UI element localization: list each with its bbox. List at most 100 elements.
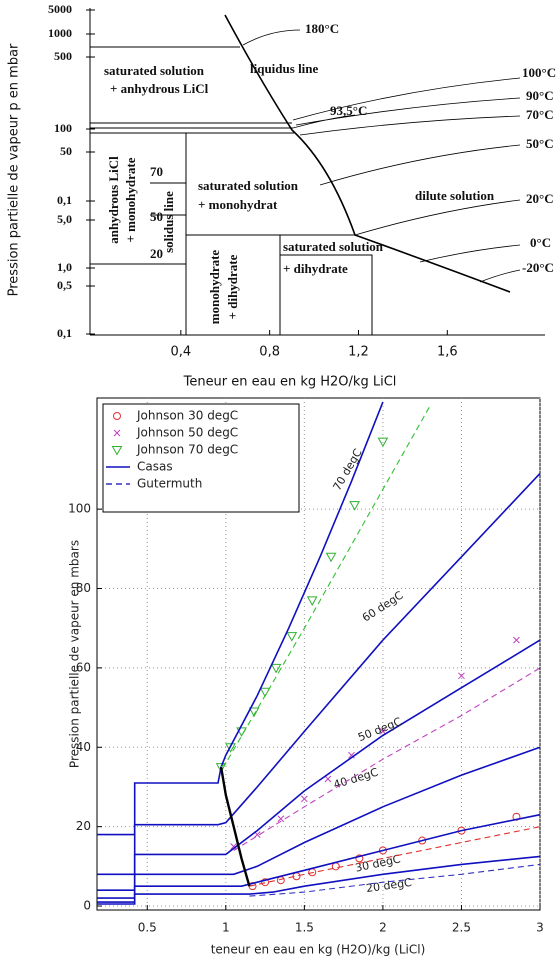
legend-marker bbox=[113, 412, 121, 420]
data-point bbox=[355, 854, 364, 863]
legend-label: Johnson 50 degC bbox=[136, 426, 238, 440]
legend-label: Gutermuth bbox=[137, 477, 202, 491]
y-tick-label: 1,0 bbox=[57, 260, 72, 274]
y-tick-label: 0,1 bbox=[57, 193, 72, 207]
annotation: 70 bbox=[150, 164, 163, 179]
y-tick-label: 0,5 bbox=[57, 278, 72, 292]
y-tick-label: 0,1 bbox=[57, 326, 72, 340]
data-point bbox=[349, 501, 360, 511]
region-label: solidus line bbox=[161, 191, 176, 253]
temperature-label: 93,5°C bbox=[330, 103, 367, 118]
legend-box bbox=[102, 403, 300, 513]
curve bbox=[97, 813, 541, 903]
data-point bbox=[306, 596, 318, 606]
annotation: 20 bbox=[150, 246, 163, 261]
y-tick-label: 50 bbox=[60, 144, 72, 158]
region-borders bbox=[90, 46, 373, 335]
curve bbox=[97, 746, 541, 899]
x-axis-label: teneur en eau en kg (H2O)/kg (LiCl) bbox=[211, 943, 426, 957]
data-point bbox=[301, 795, 308, 803]
curve bbox=[220, 405, 431, 768]
x-axis-label: Teneur en eau en kg H2O/kg LiCl bbox=[183, 375, 397, 390]
curve bbox=[97, 472, 541, 876]
temperature-label: 50°C bbox=[526, 136, 554, 151]
boundary-line bbox=[219, 766, 251, 887]
data-point bbox=[248, 707, 260, 718]
temperature-label: 90°C bbox=[526, 88, 554, 103]
curve bbox=[249, 826, 541, 887]
x-tick-label: 3 bbox=[536, 921, 544, 935]
region-label: + dihydrate bbox=[283, 261, 348, 276]
region-label: + anhydrous LiCl bbox=[110, 81, 209, 96]
data-point bbox=[378, 846, 387, 855]
curve bbox=[97, 401, 384, 836]
data-point bbox=[215, 763, 227, 773]
curve bbox=[97, 639, 541, 891]
curve bbox=[249, 863, 541, 897]
temperature-label: 100°C bbox=[522, 65, 556, 80]
y-tick-label: 5000 bbox=[48, 2, 72, 16]
x-tick-label: 1.5 bbox=[295, 921, 314, 935]
y-tick-label: 20 bbox=[76, 819, 91, 833]
data-point bbox=[259, 687, 271, 698]
data-point bbox=[348, 751, 355, 759]
y-tick-label: 80 bbox=[76, 581, 91, 595]
region-label: anhydrous LiCl bbox=[106, 156, 121, 244]
x-tick-label: 1 bbox=[222, 921, 230, 935]
data-point bbox=[324, 775, 332, 783]
temperature-label: 180°C bbox=[305, 21, 339, 36]
liquidus-line bbox=[224, 14, 511, 293]
y-tick-label: 1000 bbox=[48, 26, 72, 40]
legend-label: Johnson 30 degC bbox=[136, 409, 238, 423]
data-point bbox=[261, 878, 270, 887]
x-tick-label: 1,2 bbox=[348, 345, 369, 360]
curve-label: 60 degC bbox=[360, 588, 406, 624]
y-tick-label: 40 bbox=[76, 740, 91, 754]
region-label: liquidus line bbox=[250, 61, 319, 76]
data-point bbox=[225, 743, 236, 753]
region-label: saturated solution bbox=[283, 239, 384, 254]
data-point bbox=[230, 843, 238, 850]
temperature-label: 0°C bbox=[530, 235, 551, 250]
region-label: dilute solution bbox=[415, 188, 495, 203]
y-tick-label: 500 bbox=[54, 49, 72, 63]
data-point bbox=[513, 636, 520, 644]
curve bbox=[233, 667, 541, 851]
phase-diagram: Pression partielle de vapeur p en mbar T… bbox=[7, 2, 557, 390]
region-label: saturated solution bbox=[104, 63, 205, 78]
curve bbox=[97, 855, 541, 905]
region-label: saturated solution bbox=[198, 178, 299, 193]
data-point bbox=[286, 632, 298, 642]
y-tick-label: 0 bbox=[83, 899, 91, 913]
region-label: + monohydrate bbox=[123, 157, 138, 242]
curve-label: 50 degC bbox=[356, 715, 404, 744]
data-point bbox=[277, 815, 285, 823]
x-tick-label: 0,4 bbox=[170, 345, 191, 360]
temperature-label: -20°C bbox=[522, 260, 554, 275]
region-label: + monohydrat bbox=[198, 197, 278, 212]
legend-marker bbox=[113, 429, 121, 437]
annotation: 50 bbox=[150, 209, 163, 224]
isotherms bbox=[242, 29, 521, 283]
y-tick-label: 5,0 bbox=[57, 212, 72, 226]
region-label: monohydrate bbox=[207, 250, 222, 325]
curve-label: 20 degC bbox=[365, 876, 413, 895]
y-axis-label: Pression partielle de vapeur p en mbar bbox=[7, 43, 22, 296]
data-point bbox=[458, 672, 465, 680]
legend-marker bbox=[111, 446, 123, 456]
x-tick-label: 2.5 bbox=[452, 921, 471, 935]
curve-label: 70 degC bbox=[330, 446, 364, 493]
curve-label: 40 degC bbox=[332, 766, 380, 792]
line-chart: Pression partielle de vapeur en mbars te… bbox=[68, 397, 544, 957]
data-point bbox=[418, 836, 427, 845]
x-tick-label: 0.5 bbox=[138, 921, 157, 935]
y-tick-label: 60 bbox=[76, 660, 91, 674]
temperature-label: 20°C bbox=[526, 191, 554, 206]
y-tick-label: 100 bbox=[54, 121, 72, 135]
data-point bbox=[270, 663, 282, 674]
region-label: + dihydrate bbox=[225, 254, 240, 319]
y-tick-label: 100 bbox=[68, 502, 91, 516]
legend-label: Casas bbox=[137, 460, 173, 474]
temperature-label: 70°C bbox=[526, 107, 554, 122]
